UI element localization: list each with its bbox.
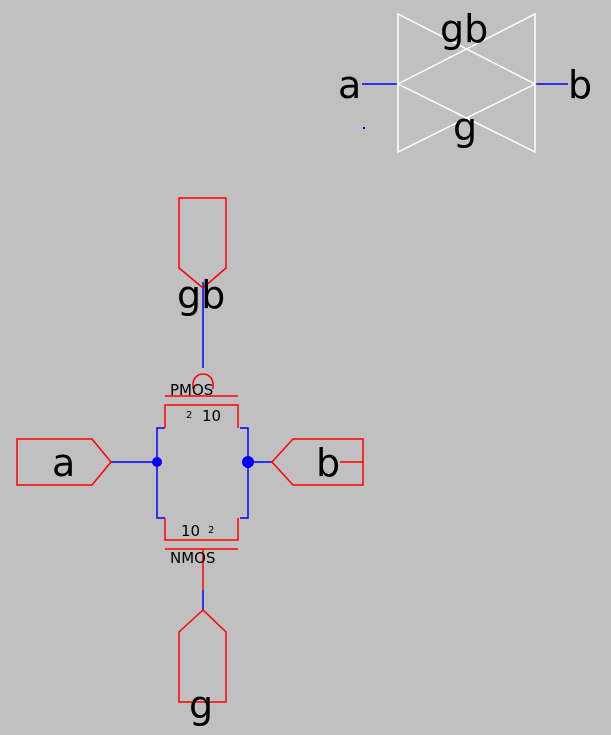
pmos-width: 10 xyxy=(202,407,221,425)
pmos-transistor[interactable]: PMOS 2 10 xyxy=(164,373,239,428)
pmos-label: PMOS xyxy=(170,381,213,399)
junction-a xyxy=(152,457,162,467)
port-g-shape xyxy=(178,608,227,703)
port-gb-label: gb xyxy=(177,273,225,317)
junction-b xyxy=(242,456,254,468)
symbol-pin-gb-label: gb xyxy=(440,7,488,51)
symbol-pin-g-label: g xyxy=(453,105,477,149)
nmos-width: 10 xyxy=(181,522,200,540)
pmos-channel xyxy=(164,404,239,428)
pmos-length: 2 xyxy=(186,410,192,421)
nmos-transistor[interactable]: 10 2 NMOS xyxy=(164,518,239,590)
port-a-label: a xyxy=(52,441,75,485)
port-gb[interactable]: gb xyxy=(177,197,227,317)
port-g-label: g xyxy=(189,683,213,727)
wires xyxy=(111,282,272,610)
wire-left-node xyxy=(156,427,165,519)
port-a-shape xyxy=(16,438,112,486)
pmos-gate-bubble xyxy=(192,373,214,385)
nmos-label: NMOS xyxy=(170,549,216,567)
symbol-origin-dot xyxy=(363,127,365,129)
symbol-pin-a-label: a xyxy=(338,63,361,107)
symbol-reverse-triangle xyxy=(396,12,536,154)
nmos-length: 2 xyxy=(208,525,214,536)
port-b[interactable]: b xyxy=(270,438,364,486)
nmos-channel xyxy=(164,518,239,541)
symbol-view[interactable]: a b gb g xyxy=(338,7,592,154)
symbol-pin-b-label: b xyxy=(568,63,592,107)
port-a[interactable]: a xyxy=(16,438,112,486)
port-g[interactable]: g xyxy=(178,608,227,727)
wire-right-node xyxy=(240,427,249,519)
port-gb-shape xyxy=(178,197,227,289)
port-b-label: b xyxy=(316,441,340,485)
